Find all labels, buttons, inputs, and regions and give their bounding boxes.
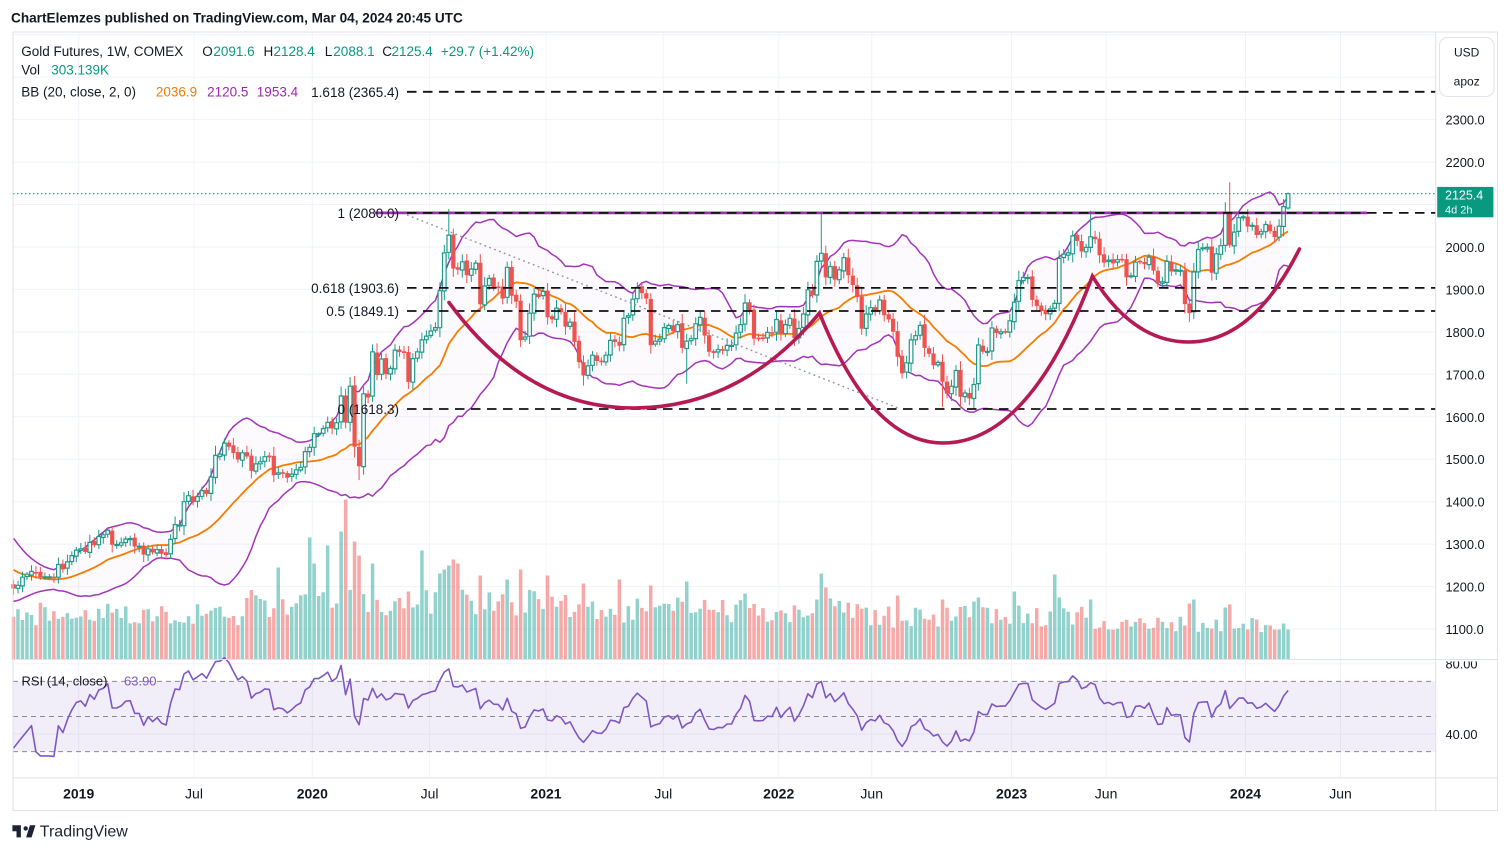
svg-text:H: H — [264, 44, 274, 59]
svg-text:1500.0: 1500.0 — [1446, 452, 1485, 467]
svg-text:2125.4: 2125.4 — [1445, 189, 1483, 203]
svg-text:2200.0: 2200.0 — [1446, 155, 1485, 170]
svg-text:BB (20, close, 2, 0): BB (20, close, 2, 0) — [21, 85, 136, 100]
svg-text:TradingView: TradingView — [40, 823, 128, 840]
svg-text:1800.0: 1800.0 — [1446, 325, 1485, 340]
svg-text:2019: 2019 — [63, 786, 94, 802]
svg-text:+29.7 (+1.42%): +29.7 (+1.42%) — [441, 44, 534, 59]
svg-text:Gold Futures, 1W, COMEX: Gold Futures, 1W, COMEX — [21, 44, 183, 59]
svg-text:2022: 2022 — [763, 786, 794, 802]
svg-text:0.5 (1849.1): 0.5 (1849.1) — [326, 304, 399, 319]
svg-text:2000.0: 2000.0 — [1446, 240, 1485, 255]
svg-text:4d 2h: 4d 2h — [1445, 204, 1473, 216]
svg-text:2088.1: 2088.1 — [333, 44, 374, 59]
svg-text:2024: 2024 — [1230, 786, 1261, 802]
svg-text:1200.0: 1200.0 — [1446, 580, 1485, 595]
svg-text:O: O — [202, 44, 213, 59]
svg-text:1300.0: 1300.0 — [1446, 537, 1485, 552]
svg-text:2023: 2023 — [996, 786, 1027, 802]
svg-text:Jun: Jun — [860, 786, 883, 802]
svg-text:1700.0: 1700.0 — [1446, 367, 1485, 382]
svg-text:Vol: Vol — [21, 63, 40, 78]
svg-text:RSI (14, close): RSI (14, close) — [22, 673, 108, 688]
svg-text:C: C — [382, 44, 392, 59]
svg-text:1 (2080.0): 1 (2080.0) — [337, 206, 399, 221]
svg-text:1400.0: 1400.0 — [1446, 495, 1485, 510]
svg-text:2021: 2021 — [530, 786, 561, 802]
svg-text:63.90: 63.90 — [124, 673, 157, 688]
svg-text:2300.0: 2300.0 — [1446, 113, 1485, 128]
svg-text:apoz: apoz — [1454, 75, 1480, 89]
svg-text:2125.4: 2125.4 — [392, 44, 434, 59]
svg-text:Jun: Jun — [1329, 786, 1352, 802]
svg-text:USD: USD — [1454, 46, 1480, 60]
svg-text:2128.4: 2128.4 — [274, 44, 316, 59]
svg-text:ChartElemzes published on Trad: ChartElemzes published on TradingView.co… — [11, 10, 463, 25]
svg-text:2120.5: 2120.5 — [207, 85, 248, 100]
svg-text:0.618 (1903.6): 0.618 (1903.6) — [311, 281, 399, 296]
svg-text:Jul: Jul — [421, 786, 439, 802]
svg-text:1900.0: 1900.0 — [1446, 282, 1485, 297]
svg-text:2036.9: 2036.9 — [156, 85, 197, 100]
svg-text:2091.6: 2091.6 — [213, 44, 254, 59]
svg-text:Jul: Jul — [185, 786, 203, 802]
svg-text:303.139K: 303.139K — [51, 63, 109, 78]
svg-text:0 (1618.3): 0 (1618.3) — [337, 402, 399, 417]
svg-text:2020: 2020 — [297, 786, 328, 802]
svg-text:L: L — [325, 44, 333, 59]
svg-text:Jun: Jun — [1095, 786, 1118, 802]
svg-text:1100.0: 1100.0 — [1446, 622, 1484, 637]
svg-text:1600.0: 1600.0 — [1446, 410, 1485, 425]
svg-text:1.618 (2365.4): 1.618 (2365.4) — [311, 85, 399, 100]
svg-text:1953.4: 1953.4 — [257, 85, 299, 100]
svg-text:40.00: 40.00 — [1446, 727, 1478, 742]
svg-text:Jul: Jul — [654, 786, 672, 802]
